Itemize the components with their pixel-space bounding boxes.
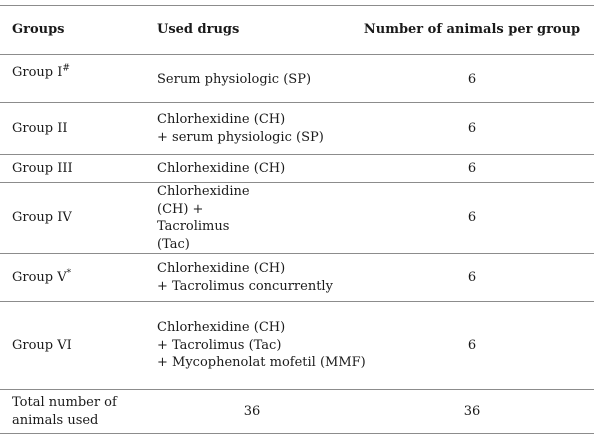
group-name: Group V [12, 269, 67, 285]
drug-line: Tacrolimus [157, 219, 230, 234]
table-row: Group III Chlorhexidine (CH) 6 [0, 155, 594, 183]
drugs-cell: Chlorhexidine (CH) + serum physiologic (… [157, 103, 402, 154]
count-cell: 6 [467, 120, 477, 136]
group-name: Group I [12, 65, 63, 80]
header-groups: Groups [12, 22, 65, 38]
table-header-row: Groups Used drugs Number of animals per … [0, 5, 594, 55]
group-name: Group II [12, 120, 68, 136]
drug-line: (CH) + [157, 201, 204, 217]
drugs-cell: Serum physiologic (SP) [157, 55, 402, 102]
drugs-cell: Chlorhexidine (CH) + Tacrolimus (Tac) [157, 183, 402, 253]
count-cell: 6 [467, 337, 477, 353]
drug-line: + Tacrolimus (Tac) [157, 337, 282, 353]
drug-line: Chlorhexidine (CH) [157, 261, 286, 276]
total-label: Total number of animals used [12, 390, 147, 433]
count-cell: 6 [467, 72, 477, 87]
total-label-line: animals used [12, 412, 99, 428]
group-label: Group I# [12, 55, 147, 102]
count-cell: 6 [467, 210, 477, 226]
group-label: Group V* [12, 254, 147, 301]
table-row: Group I# Serum physiologic (SP) 6 [0, 55, 594, 103]
table-total-row: Total number of animals used 36 36 [0, 390, 594, 434]
drug-line: (Tac) [157, 236, 190, 252]
drug-line: Chlorhexidine (CH) [157, 320, 286, 336]
total-count: 36 [463, 403, 481, 419]
total-label-line: Total number of [12, 395, 117, 410]
count-cell: 6 [467, 269, 477, 285]
table-row: Group V* Chlorhexidine (CH) + Tacrolimus… [0, 254, 594, 302]
count-cell: 6 [467, 160, 477, 176]
table-row: Group VI Chlorhexidine (CH) + Tacrolimus… [0, 302, 594, 390]
group-name: Group VI [12, 337, 72, 353]
table-row: Group IV Chlorhexidine (CH) + Tacrolimus… [0, 183, 594, 254]
drugs-cell: Chlorhexidine (CH) [157, 155, 402, 182]
drugs-cell: Chlorhexidine (CH) + Tacrolimus (Tac) + … [157, 302, 402, 389]
drugs-cell: Chlorhexidine (CH) + Tacrolimus concurre… [157, 254, 402, 301]
header-used-drugs: Used drugs [157, 22, 240, 38]
drug-line: + Mycophenolat mofetil (MMF) [157, 355, 366, 371]
table-row: Group II Chlorhexidine (CH) + serum phys… [0, 103, 594, 155]
group-footnote-mark: # [62, 63, 70, 74]
total-drugs-value: 36 [243, 403, 261, 419]
drug-line: Chlorhexidine (CH) [157, 112, 286, 127]
drug-line: + Tacrolimus concurrently [157, 278, 333, 294]
header-animals-per-group: Number of animals per group [363, 22, 581, 38]
drug-line: + serum physiologic (SP) [157, 129, 324, 145]
group-footnote-mark: * [66, 268, 72, 279]
group-name: Group III [12, 160, 73, 176]
drug-line: Chlorhexidine [157, 184, 250, 199]
drug-line: Chlorhexidine (CH) [157, 160, 286, 176]
drug-line: Serum physiologic (SP) [157, 72, 312, 87]
group-name: Group IV [12, 210, 72, 226]
